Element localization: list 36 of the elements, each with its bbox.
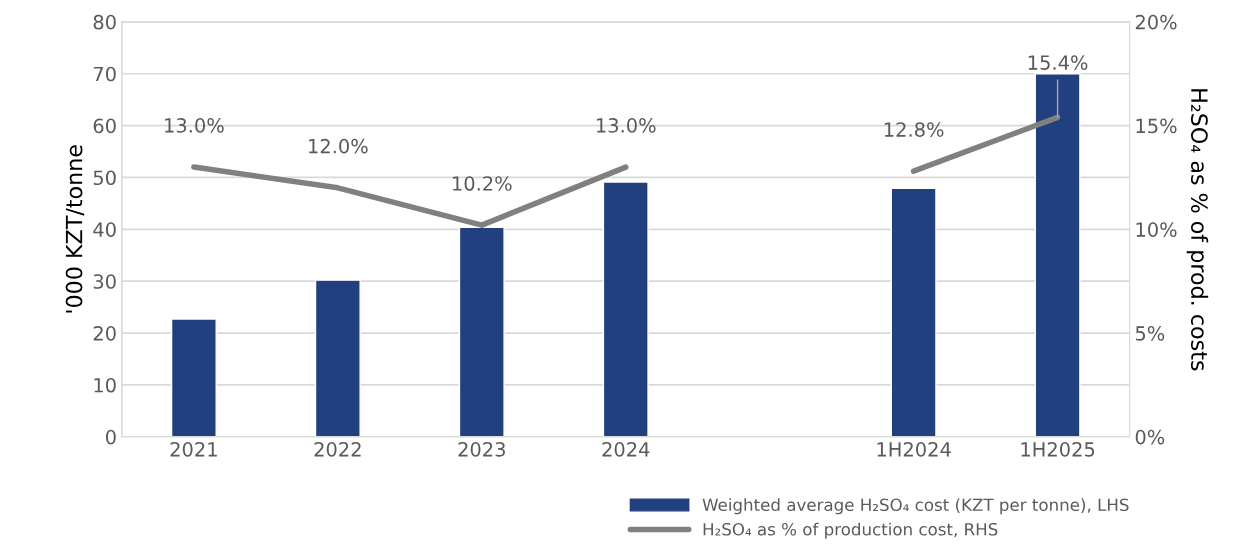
bar: [170, 318, 217, 437]
y2-tick-label: 10%: [1136, 222, 1177, 237]
x-tick-label: 2022: [314, 442, 361, 457]
y-tick-label: 0: [105, 429, 116, 445]
y-axis-title: '000 KZT/tonne: [65, 145, 85, 313]
y-tick-label: 60: [93, 118, 116, 134]
y-tick-label: 20: [93, 326, 116, 341]
data-label: 15.4%: [1028, 55, 1088, 70]
y-tick-label: 50: [93, 170, 116, 186]
x-tick-label: 1H2025: [1021, 442, 1095, 457]
bar: [314, 279, 361, 437]
data-label: 13.0%: [165, 118, 224, 133]
data-label: 12.8%: [884, 122, 944, 137]
y2-tick-label: 15%: [1136, 118, 1177, 134]
y-tick-label: 40: [93, 222, 116, 237]
data-label: 13.0%: [596, 118, 656, 133]
x-tick-label: 2021: [170, 442, 217, 457]
y-tick-label: 80: [93, 14, 116, 30]
y2-axis-title: H₂SO₄ as % of prod. costs: [1186, 89, 1209, 371]
legend-label: Weighted average H₂SO₄ cost (KZT per tonne), LHS: [702, 498, 1129, 515]
y2-tick-label: 20%: [1135, 14, 1177, 30]
y-tick-label: 30: [93, 274, 116, 289]
y2-tick-label: 0%: [1135, 429, 1165, 445]
x-tick-label: 2024: [602, 442, 650, 457]
y2-tick-label: 5%: [1135, 326, 1165, 341]
y-tick-label: 10: [94, 377, 116, 393]
x-tick-label: 1H2024: [877, 442, 951, 457]
y-tick-label: 70: [93, 66, 116, 82]
data-label: 12.0%: [309, 138, 368, 154]
data-label: 10.2%: [453, 176, 512, 191]
bar: [458, 226, 505, 437]
bar: [602, 181, 649, 437]
legend-label: H₂SO₄ as % of production cost, RHS: [703, 522, 998, 539]
bar: [1034, 73, 1081, 437]
bar: [890, 187, 937, 437]
x-tick-label: 2023: [458, 442, 505, 457]
